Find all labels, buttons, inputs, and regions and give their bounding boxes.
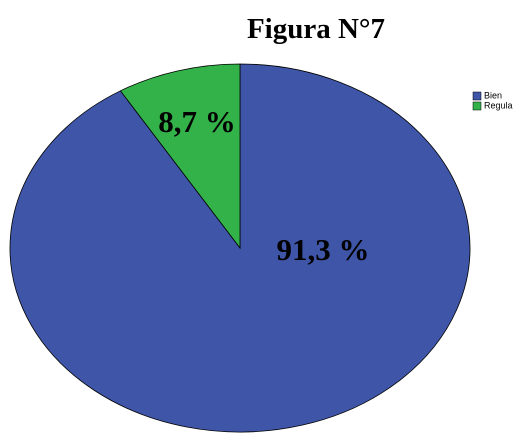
data-label: 91,3 % (277, 232, 370, 267)
legend-swatch (472, 91, 482, 101)
data-label: 8,7 % (158, 104, 236, 139)
chart-title: Figura N°7 (247, 13, 385, 45)
pie-slice (119, 63, 241, 250)
legend-swatch (472, 101, 482, 111)
legend-label: Regula (484, 100, 513, 110)
legend-label: Bien (484, 90, 502, 100)
